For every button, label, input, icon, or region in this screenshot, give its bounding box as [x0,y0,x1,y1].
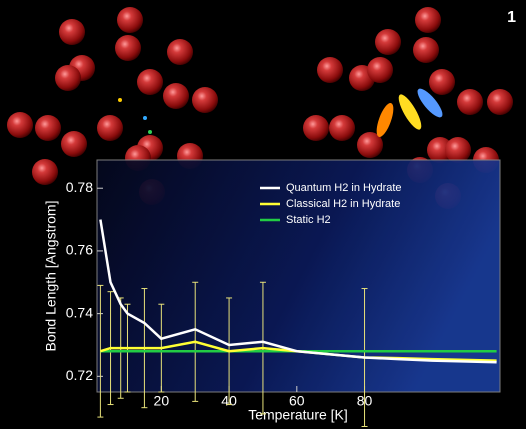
atom [429,69,455,95]
x-tick-label: 20 [154,393,170,409]
atom [415,7,441,33]
panel-label: 1 [507,9,516,26]
legend-label: Quantum H2 in Hydrate [286,182,402,194]
atom [7,112,33,138]
atom [413,37,439,63]
atom [375,29,401,55]
y-tick-label: 0.72 [66,367,93,383]
y-tick-label: 0.74 [66,304,93,320]
legend-label: Classical H2 in Hydrate [286,198,400,210]
atom [457,89,483,115]
x-tick-label: 60 [289,393,305,409]
page: {"chart_data": { "type": "line", "panel_… [0,0,526,429]
atom [59,19,85,45]
atom [115,35,141,61]
atom [445,137,471,163]
atom [137,69,163,95]
plot-area [97,160,500,392]
atom [55,65,81,91]
y-tick-label: 0.76 [66,242,93,258]
atom [367,57,393,83]
atom [487,89,513,115]
atom [97,115,123,141]
atom [192,87,218,113]
atom [117,7,143,33]
atom [163,83,189,109]
atom [317,57,343,83]
figure: 1 Temperature [K] Bond Length [Angstrom]… [0,0,526,429]
atom [35,115,61,141]
atom [329,115,355,141]
atom [61,131,87,157]
legend-label: Static H2 [286,214,331,226]
y-tick-label: 0.78 [66,179,93,195]
atom [303,115,329,141]
atom [167,39,193,65]
y-axis-title: Bond Length [Angstrom] [43,201,59,352]
atom [32,159,58,185]
